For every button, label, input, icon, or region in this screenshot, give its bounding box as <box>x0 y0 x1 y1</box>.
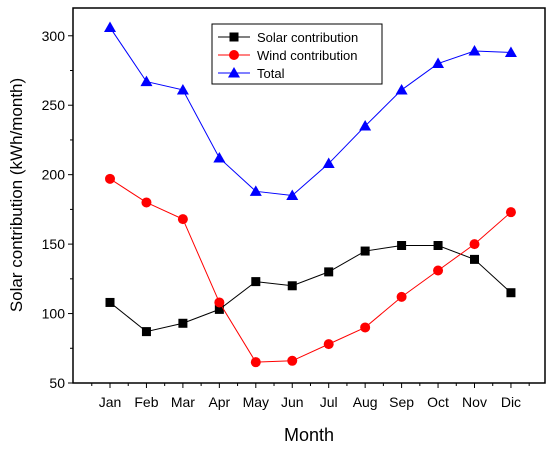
x-tick-label: Dic <box>501 394 521 410</box>
axes: Jan Feb Mar Apr May Jun Jul Aug Sep Oct Nov Dic 50 10… <box>42 28 530 410</box>
data-point-total <box>249 185 262 196</box>
legend-label-wind-contribution: Wind contribution <box>257 48 357 63</box>
y-tick-label: 50 <box>49 375 65 391</box>
data-point-wind-contribution <box>177 214 188 225</box>
data-point-solar-contribution <box>324 267 334 277</box>
data-point-wind-contribution <box>287 355 298 366</box>
x-tick-label: Mar <box>171 394 195 410</box>
data-point-wind-contribution <box>433 265 444 276</box>
data-point-solar-contribution <box>360 246 370 256</box>
x-tick-label: Apr <box>208 394 230 410</box>
data-point-wind-contribution <box>505 207 516 218</box>
data-point-wind-contribution <box>323 339 334 350</box>
data-point-total <box>359 120 372 131</box>
legend: Solar contribution Wind contribution Total <box>211 23 383 85</box>
y-tick-label: 250 <box>42 97 66 113</box>
data-point-wind-contribution <box>469 239 480 250</box>
x-tick-label: Sep <box>389 394 414 410</box>
legend-box <box>211 23 383 85</box>
data-point-solar-contribution <box>433 241 443 250</box>
data-point-wind-contribution <box>214 297 225 308</box>
x-tick-label: Nov <box>462 394 487 410</box>
x-tick-label: May <box>243 394 269 410</box>
series-total <box>104 21 517 200</box>
x-tick-label: Jan <box>99 394 122 410</box>
y-tick-label: 100 <box>42 306 66 322</box>
data-point-solar-contribution <box>470 254 479 264</box>
data-point-total <box>504 46 517 57</box>
data-point-solar-contribution <box>397 241 407 250</box>
y-axis-label: Solar contribution (kWh/month) <box>7 78 26 312</box>
data-point-solar-contribution <box>214 304 224 314</box>
data-point-total <box>286 189 299 200</box>
x-tick-label: Jul <box>320 394 338 410</box>
data-point-solar-contribution <box>178 318 188 328</box>
legend-marker-solar-contribution <box>229 32 239 42</box>
data-point-total <box>432 57 445 69</box>
data-point-solar-contribution <box>105 297 115 307</box>
legend-entries: Solar contribution Wind contribution Total <box>218 30 358 81</box>
data-point-total <box>176 83 189 95</box>
series-line-total <box>109 27 511 197</box>
legend-label-total: Total <box>257 66 285 81</box>
data-point-solar-contribution <box>251 277 261 287</box>
y-tick-label: 200 <box>42 167 66 183</box>
y-tick-label: 150 <box>42 236 66 252</box>
series-line-wind-contribution <box>109 178 512 363</box>
x-tick-label: Oct <box>427 394 449 410</box>
x-tick-label: Jun <box>281 394 304 410</box>
x-tick-label: Aug <box>353 394 378 410</box>
data-point-wind-contribution <box>105 173 115 184</box>
data-point-solar-contribution <box>141 327 151 337</box>
plot-frame <box>72 7 546 384</box>
series-line-solar-contribution <box>109 245 512 333</box>
series-layer <box>104 21 517 368</box>
data-point-total <box>140 75 153 87</box>
legend-marker-total <box>228 67 240 78</box>
x-axis-label: Month <box>284 425 334 445</box>
series-wind-contribution <box>105 173 516 368</box>
legend-marker-wind-contribution <box>229 50 239 60</box>
data-point-wind-contribution <box>360 322 371 333</box>
data-point-wind-contribution <box>250 357 261 368</box>
data-point-solar-contribution <box>287 281 297 291</box>
data-point-wind-contribution <box>141 197 152 208</box>
data-point-wind-contribution <box>396 291 407 302</box>
data-point-total <box>213 152 226 163</box>
data-point-total <box>395 83 408 95</box>
data-point-total <box>468 45 481 56</box>
legend-label-solar-contribution: Solar contribution <box>257 30 358 45</box>
data-point-total <box>104 21 116 32</box>
series-solar-contribution <box>105 241 516 337</box>
y-tick-label: 300 <box>42 28 66 44</box>
data-point-solar-contribution <box>506 288 516 298</box>
data-point-total <box>322 157 335 169</box>
x-tick-label: Feb <box>134 394 158 410</box>
